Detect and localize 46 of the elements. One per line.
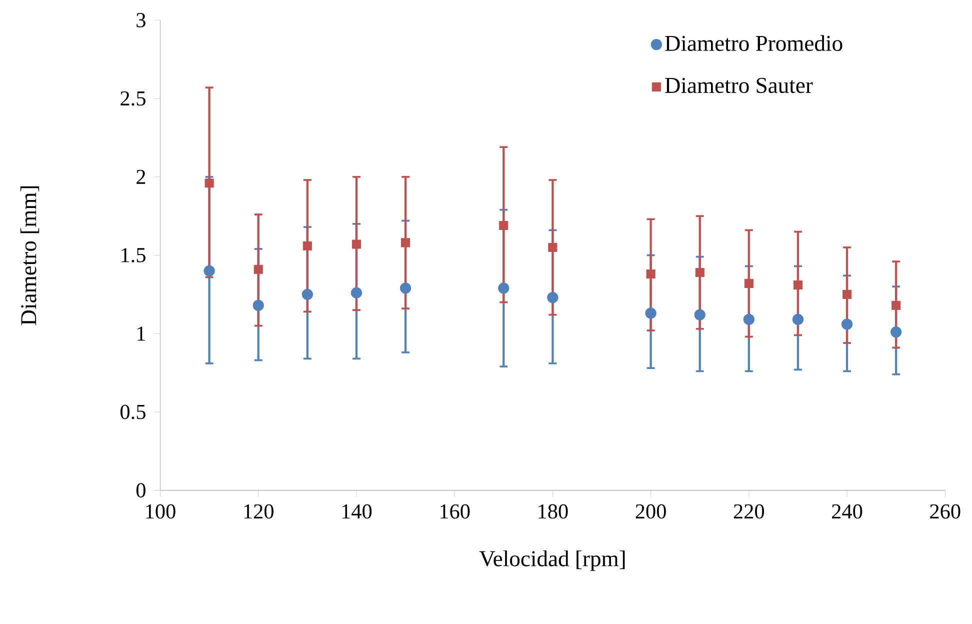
point bbox=[744, 279, 754, 288]
point bbox=[352, 240, 361, 249]
x-axis-title: Velocidad [rpm] bbox=[479, 550, 625, 572]
y-tick-label: 2.5 bbox=[120, 91, 146, 106]
point bbox=[694, 309, 706, 321]
point bbox=[499, 221, 508, 230]
point bbox=[302, 288, 313, 300]
point bbox=[547, 292, 558, 304]
y-tick-label: 1.5 bbox=[122, 248, 146, 263]
point bbox=[252, 300, 264, 312]
point bbox=[842, 290, 852, 300]
point bbox=[792, 314, 804, 326]
x-tick-label: 200 bbox=[636, 504, 666, 519]
point bbox=[401, 238, 410, 248]
x-tick-label: 100 bbox=[146, 504, 176, 519]
point bbox=[892, 301, 901, 310]
x-tick-label: 120 bbox=[244, 504, 274, 519]
x-tick-label: 180 bbox=[538, 504, 568, 519]
point bbox=[204, 265, 215, 277]
point bbox=[841, 318, 853, 330]
point bbox=[548, 243, 558, 252]
y-axis-title: Diametro [mm] bbox=[20, 186, 40, 326]
point bbox=[743, 314, 754, 326]
point bbox=[302, 241, 312, 250]
point bbox=[646, 270, 656, 279]
legend-label: Diametro Sauter bbox=[665, 78, 813, 94]
point bbox=[793, 280, 802, 290]
y-tick-label: 0 bbox=[136, 483, 146, 498]
point bbox=[400, 282, 412, 294]
y-tick-label: 1 bbox=[138, 326, 145, 341]
x-tick-label: 140 bbox=[342, 504, 372, 519]
x-tick-label: 220 bbox=[734, 504, 764, 519]
x-tick-label: 160 bbox=[440, 504, 470, 519]
y-tick-label: 0.5 bbox=[120, 404, 146, 420]
point bbox=[645, 308, 656, 319]
point bbox=[350, 287, 362, 299]
point bbox=[890, 326, 902, 338]
legend-label: Diametro Promedio bbox=[665, 35, 842, 52]
point bbox=[254, 264, 263, 274]
point bbox=[204, 178, 214, 188]
point bbox=[498, 282, 510, 294]
y-tick-label: 2 bbox=[136, 170, 146, 184]
x-tick-label: 240 bbox=[832, 504, 862, 519]
y-tick-label: 3 bbox=[136, 13, 146, 28]
x-tick-label: 260 bbox=[930, 504, 960, 519]
point bbox=[695, 268, 704, 278]
